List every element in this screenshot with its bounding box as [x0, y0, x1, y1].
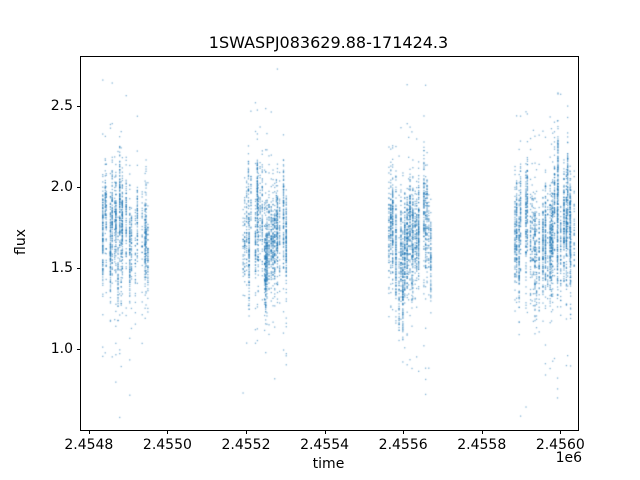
y-axis-label: flux	[12, 229, 29, 255]
x-tick-mark	[246, 430, 247, 434]
y-tick-label: 1.5	[50, 259, 73, 276]
y-tick-mark	[77, 186, 81, 188]
scatter-canvas	[81, 57, 578, 430]
x-tick-label: 2.4558	[457, 437, 507, 453]
x-axis-offset-label: 1e6	[555, 450, 582, 466]
x-tick-label: 2.4556	[378, 437, 428, 453]
y-tick-label: 2.5	[50, 97, 73, 114]
y-tick-mark	[77, 267, 81, 269]
y-tick-label: 1.0	[50, 340, 73, 357]
plot-area: 2.4548 2.4550 2.4552 2.4554 2.4556 2.455…	[51, 56, 585, 453]
y-tick-label: 2.0	[50, 178, 73, 195]
x-tick-label: 2.4548	[64, 437, 114, 453]
x-tick-mark	[403, 430, 405, 434]
chart-title: 1SWASPJ083629.88-171424.3	[208, 33, 449, 52]
x-tick-label: 2.4552	[221, 437, 271, 453]
y-tick-mark	[77, 105, 81, 107]
x-tick-label: 2.4550	[142, 437, 192, 453]
y-tick-mark	[77, 348, 81, 350]
x-tick-mark	[481, 430, 483, 434]
x-tick-mark	[560, 430, 562, 434]
x-tick-mark	[324, 430, 326, 434]
x-axis-label: time	[312, 456, 345, 472]
x-tick-label: 2.4554	[300, 437, 350, 453]
x-tick-label: 2.4560	[535, 437, 585, 453]
x-tick-mark	[88, 430, 90, 434]
x-tick-mark	[167, 430, 169, 434]
